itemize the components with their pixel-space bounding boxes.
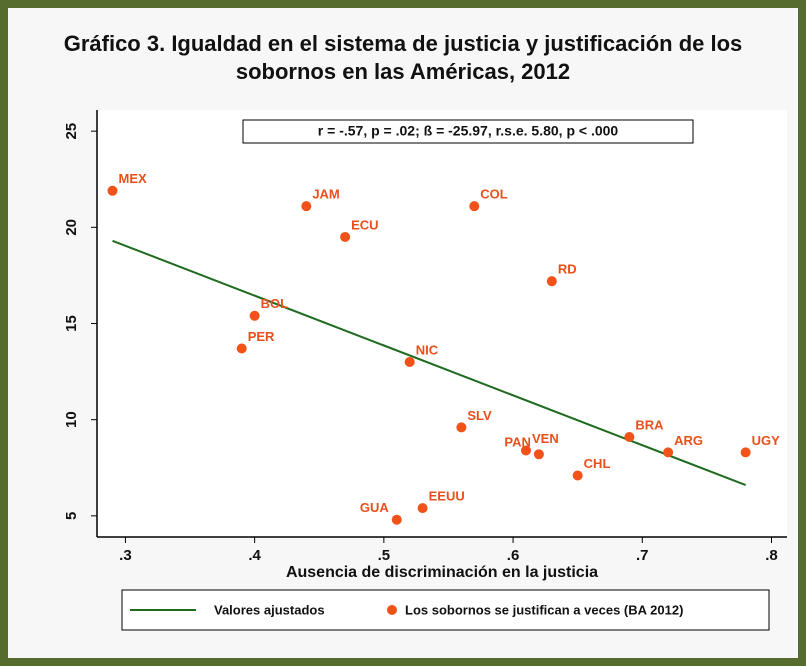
annotation: r = -.57, p = .02; ß = -25.97, r.s.e. 5.… xyxy=(318,123,619,139)
point xyxy=(624,431,635,442)
point-label: COL xyxy=(480,187,508,202)
point-label: JAM xyxy=(312,187,339,202)
y-tick-label: 10 xyxy=(63,411,80,428)
legend-label: Valores ajustados xyxy=(214,602,325,617)
y-tick-label: 25 xyxy=(63,123,80,140)
x-tick-label: .6 xyxy=(507,547,520,564)
point-label: ARG xyxy=(674,433,703,448)
x-tick-label: .7 xyxy=(636,547,649,564)
x-tick-label: .3 xyxy=(119,547,132,564)
legend-point xyxy=(387,605,397,615)
point-label: BOL xyxy=(261,296,289,311)
point-label: GUA xyxy=(360,500,390,515)
chart-title: Gráfico 3. Igualdad en el sistema de jus… xyxy=(63,31,743,84)
y-tick-label: 15 xyxy=(63,315,80,332)
point-label: PER xyxy=(248,329,275,344)
point-label: EEUU xyxy=(429,489,465,504)
point-label: MEX xyxy=(119,171,148,186)
point xyxy=(391,514,402,525)
point xyxy=(107,185,118,196)
point xyxy=(236,343,247,354)
point xyxy=(404,356,415,367)
point-label: RD xyxy=(558,262,577,277)
legend-label: Los sobornos se justifican a veces (BA 2… xyxy=(405,602,683,617)
point xyxy=(533,449,544,460)
point xyxy=(417,503,428,514)
x-tick-label: .4 xyxy=(248,547,261,564)
point-label: BRA xyxy=(635,417,664,432)
point xyxy=(572,470,583,481)
point xyxy=(663,447,674,458)
point xyxy=(340,231,351,242)
point xyxy=(469,201,480,212)
plot-area xyxy=(97,110,787,537)
fit-line xyxy=(112,239,747,487)
x-tick-label: .5 xyxy=(378,547,391,564)
point-label: CHL xyxy=(584,456,611,471)
point-label: ECU xyxy=(351,217,378,232)
point xyxy=(520,445,531,456)
point-label: VEN xyxy=(532,431,559,446)
point-label: UGY xyxy=(752,433,781,448)
point xyxy=(456,422,467,433)
point xyxy=(740,447,751,458)
point xyxy=(249,310,260,321)
point-label: NIC xyxy=(416,342,439,357)
point-label: PAN xyxy=(504,435,530,450)
x-tick-label: .8 xyxy=(765,547,778,564)
point-label: SLV xyxy=(467,408,492,423)
annotation-box xyxy=(242,119,694,144)
y-tick-label: 5 xyxy=(63,512,80,520)
point xyxy=(546,276,557,287)
y-tick-label: 20 xyxy=(63,219,80,236)
x-axis-label: Ausencia de discriminación en la justici… xyxy=(286,564,598,581)
legend-box xyxy=(121,589,770,631)
point xyxy=(301,201,312,212)
